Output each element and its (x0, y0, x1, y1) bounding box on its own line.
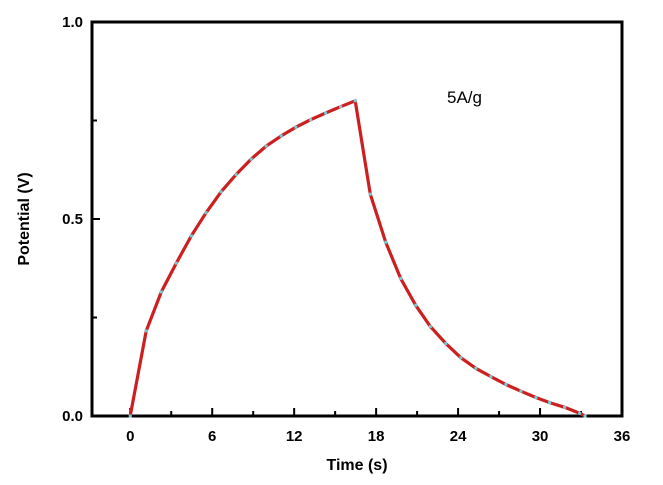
x-tick-label: 12 (286, 428, 303, 445)
x-tick-label: 0 (126, 428, 134, 445)
data-point (519, 389, 523, 393)
data-point (279, 134, 283, 138)
y-axis-title: Potential (V) (16, 172, 33, 265)
annotation-label: 5A/g (447, 88, 482, 107)
x-tick-label: 36 (614, 428, 631, 445)
data-point (534, 395, 538, 399)
x-tick-label: 6 (208, 428, 216, 445)
data-point (489, 375, 493, 379)
data-point (578, 411, 582, 415)
data-point (159, 290, 163, 294)
data-point (563, 405, 567, 409)
y-tick-label: 0.5 (62, 211, 83, 228)
data-point (128, 414, 132, 418)
data-point (399, 276, 403, 280)
data-point (204, 211, 208, 215)
data-point (414, 303, 418, 307)
series-line (128, 99, 586, 418)
y-tick-label: 1.0 (62, 14, 83, 31)
data-point (249, 157, 253, 161)
data-point (548, 401, 552, 405)
data-point (384, 240, 388, 244)
data-point (264, 144, 268, 148)
data-point (428, 325, 432, 329)
data-point (189, 234, 193, 238)
data-point (294, 125, 298, 129)
data-point (459, 356, 463, 360)
data-point (583, 414, 587, 418)
x-tick-label: 18 (368, 428, 385, 445)
x-tick-label: 24 (450, 428, 467, 445)
plot-frame (90, 20, 624, 418)
y-tick-label: 0.0 (62, 408, 83, 425)
data-point (474, 366, 478, 370)
x-tick-label: 30 (532, 428, 549, 445)
x-axis-title: Time (s) (326, 457, 387, 474)
data-point (234, 172, 238, 176)
data-point (309, 118, 313, 122)
data-point (339, 105, 343, 109)
data-point (444, 342, 448, 346)
data-point (219, 190, 223, 194)
data-point (324, 111, 328, 115)
data-point (504, 382, 508, 386)
data-point (353, 99, 357, 103)
data-point (174, 261, 178, 265)
data-point (368, 192, 372, 196)
data-point (144, 329, 148, 333)
